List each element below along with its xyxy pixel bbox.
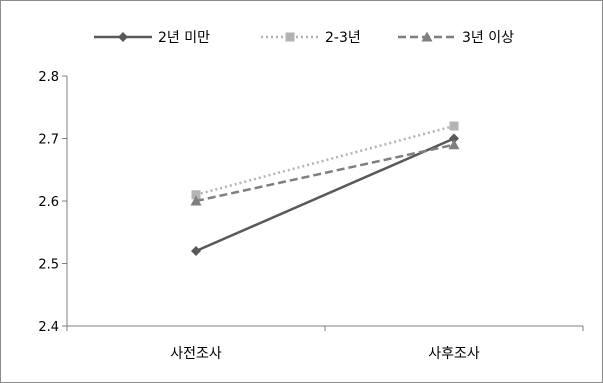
y-tick-label: 2.7 <box>38 133 59 148</box>
y-ticks: 2.4 2.5 2.6 2.7 2.8 <box>38 70 67 335</box>
legend-marker <box>118 32 128 42</box>
legend-item: 2-3년 <box>261 30 361 46</box>
y-tick-label: 2.5 <box>38 258 59 273</box>
y-tick-label: 2.6 <box>38 195 59 210</box>
legend-label: 2-3년 <box>325 30 361 46</box>
series-0 <box>191 133 459 256</box>
y-tick-label: 2.4 <box>38 320 59 335</box>
data-point-marker <box>191 190 201 200</box>
y-tick-label: 2.8 <box>38 70 59 85</box>
data-point-marker <box>449 121 459 131</box>
series-group <box>190 121 460 256</box>
legend-item: 3년 이상 <box>398 30 514 46</box>
x-category-label: 사후조사 <box>428 346 480 362</box>
series-line <box>195 137 455 253</box>
legend-marker <box>285 32 295 42</box>
data-point-marker <box>449 133 459 144</box>
legend-label: 3년 이상 <box>462 30 514 46</box>
series-2 <box>190 139 460 206</box>
data-point-marker <box>448 139 460 150</box>
x-category-label: 사전조사 <box>170 346 222 362</box>
x-ticks: 사전조사 사후조사 <box>66 326 584 362</box>
legend-label: 2년 미만 <box>158 30 210 46</box>
series-1 <box>191 121 459 200</box>
legend-marker <box>421 31 433 42</box>
series-line <box>195 124 455 196</box>
series-line <box>195 143 455 203</box>
legend: 2년 미만 2-3년 3년 이상 <box>94 30 514 46</box>
data-point-marker <box>190 195 202 206</box>
data-point-marker <box>191 246 201 256</box>
axes <box>66 76 583 327</box>
legend-item: 2년 미만 <box>94 30 210 46</box>
